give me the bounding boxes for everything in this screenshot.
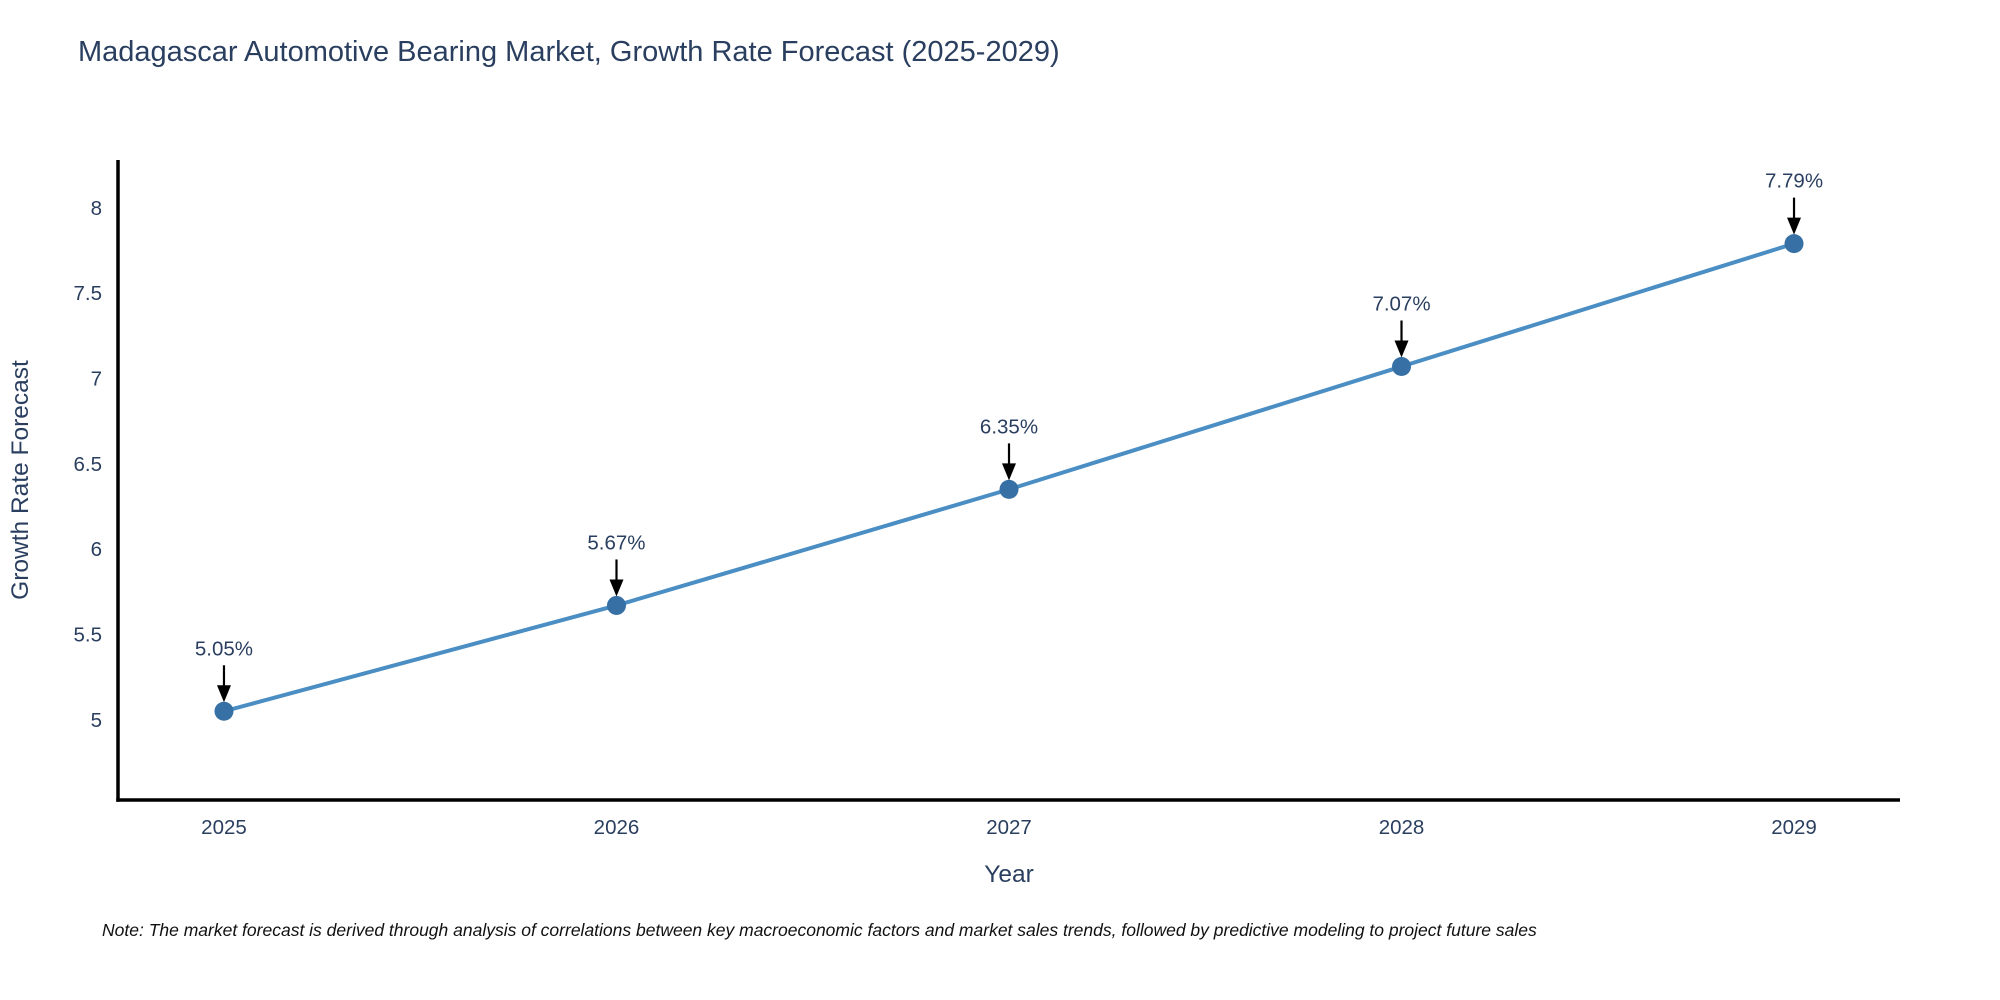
annotation-arrow-head — [216, 685, 231, 703]
y-tick-label: 7 — [91, 367, 102, 390]
annotation-arrow-head — [609, 579, 624, 597]
data-point-marker — [999, 479, 1019, 499]
y-tick-label: 6 — [91, 538, 102, 561]
y-tick-label: 7.5 — [74, 282, 103, 305]
y-tick-label: 5.5 — [74, 623, 103, 646]
data-point-label: 5.67% — [587, 531, 645, 554]
data-point-marker — [1392, 357, 1412, 377]
x-axis-title: Year — [984, 861, 1034, 888]
x-tick-label: 2027 — [986, 816, 1032, 839]
chart-title: Madagascar Automotive Bearing Market, Gr… — [78, 36, 1060, 68]
data-point-label: 5.05% — [195, 637, 253, 660]
x-tick-label: 2028 — [1379, 816, 1425, 839]
x-tick-label: 2029 — [1771, 816, 1817, 839]
data-point-label: 7.79% — [1765, 170, 1823, 193]
annotation-arrow-head — [1787, 217, 1802, 235]
y-tick-label: 6.5 — [74, 453, 103, 476]
data-point-label: 7.07% — [1372, 293, 1430, 316]
y-tick-label: 5 — [91, 709, 102, 732]
data-point-marker — [1784, 234, 1804, 254]
y-tick-label: 8 — [91, 197, 102, 220]
x-tick-label: 2026 — [594, 816, 640, 839]
y-axis-title: Growth Rate Forecast — [7, 360, 34, 600]
annotation-arrow-head — [1002, 463, 1016, 481]
data-point-marker — [606, 595, 626, 615]
forecast-methodology-note: Note: The market forecast is derived thr… — [102, 920, 1537, 940]
annotation-arrow-head — [1394, 340, 1409, 358]
data-point-label: 6.35% — [980, 415, 1038, 438]
x-tick-label: 2025 — [201, 816, 247, 839]
data-point-marker — [214, 701, 234, 721]
